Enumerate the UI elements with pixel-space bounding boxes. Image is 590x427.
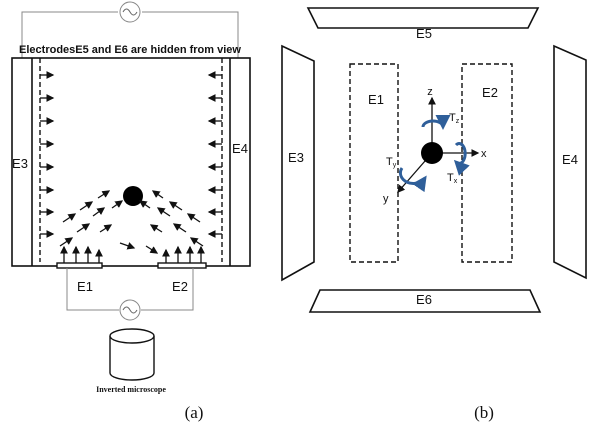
label-e4-a: E4: [232, 141, 248, 156]
hidden-electrodes-note: ElectrodesE5 and E6 are hidden from view: [19, 44, 241, 56]
caption-a: (a): [185, 403, 204, 422]
electrode-e5: [306, 7, 540, 29]
top-wire: [21, 11, 239, 58]
axis-label-x: x: [481, 148, 487, 160]
torque-z-label: Tz: [449, 112, 460, 125]
label-e5: E5: [416, 26, 432, 41]
rotation-x-icon: [453, 142, 470, 176]
rotation-z-icon: [421, 114, 451, 130]
electrode-e6: [308, 289, 542, 313]
electrode-e2-a: [157, 262, 207, 269]
left-field-arrows: [40, 71, 55, 238]
axis-label-z: z: [427, 86, 433, 98]
electrode-e1-a: [56, 262, 103, 269]
microscope-label: Inverted microscope: [96, 385, 166, 394]
label-e2-a: E2: [172, 279, 188, 294]
label-e3-a: E3: [12, 156, 28, 171]
top-ac-source-icon: [119, 1, 141, 23]
bottom-wire: [66, 268, 194, 311]
label-e3-b: E3: [288, 150, 304, 165]
microscope-icon: [109, 328, 155, 381]
label-e1-a: E1: [77, 279, 93, 294]
torque-y-label: Ty: [386, 156, 397, 169]
right-field-arrows: [207, 71, 222, 238]
label-e2-b: E2: [482, 85, 498, 100]
electrode-e4: [553, 44, 587, 280]
chamber: [11, 57, 251, 267]
rotation-y-icon: [398, 167, 427, 193]
electrode-e1-b: [349, 63, 399, 263]
panel-b: E5 E6 E3 E4 E1 E2 z x y Tz Tx Ty (b): [281, 7, 587, 422]
particle-b: [421, 142, 443, 164]
torque-x-label: Tx: [447, 172, 458, 185]
dome-field-arrows: [59, 190, 204, 254]
electrode-up-arrows: [60, 245, 205, 263]
axis-label-y: y: [383, 193, 389, 205]
label-e1-b: E1: [368, 92, 384, 107]
caption-b: (b): [474, 403, 494, 422]
electrode-e3: [281, 44, 315, 282]
particle: [123, 186, 143, 206]
label-e6: E6: [416, 292, 432, 307]
label-e4-b: E4: [562, 152, 578, 167]
panel-a: ElectrodesE5 and E6 are hidden from view: [11, 1, 251, 422]
bottom-ac-source-icon: [119, 299, 141, 321]
